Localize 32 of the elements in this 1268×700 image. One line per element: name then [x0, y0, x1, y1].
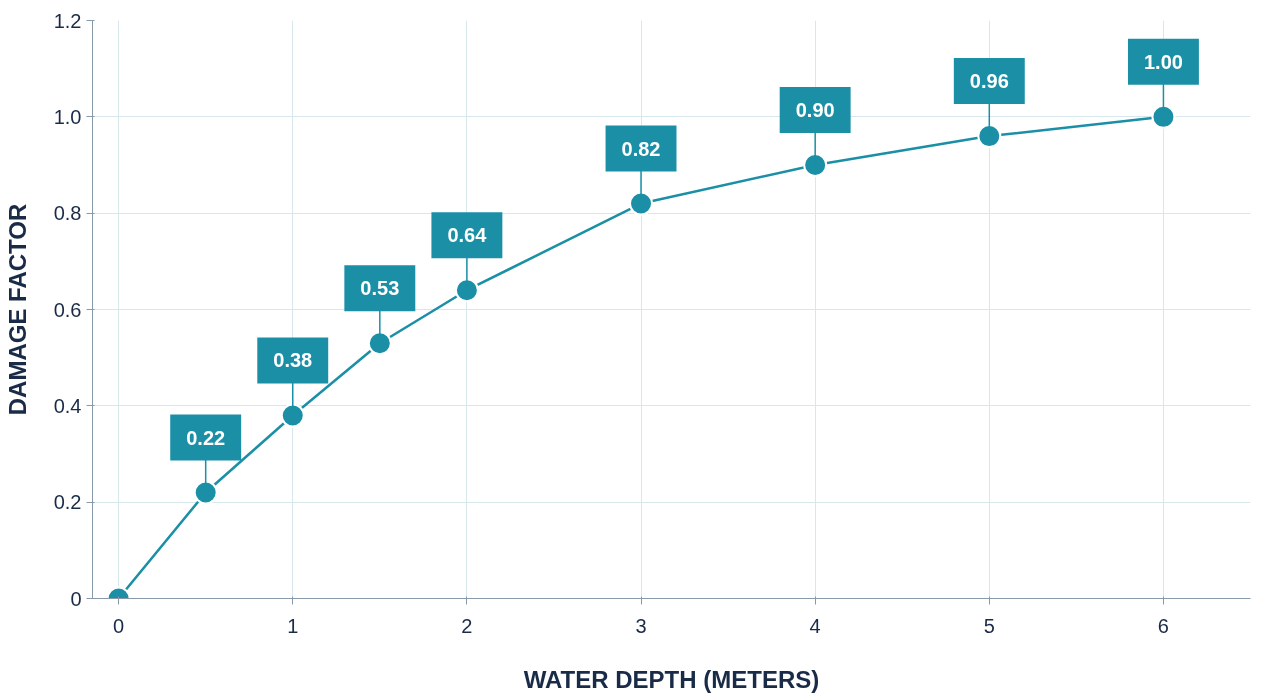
point — [454, 278, 479, 303]
point — [1151, 104, 1176, 129]
data-label: 1.00 — [1143, 50, 1183, 73]
x-tick-label: 0 — [113, 614, 125, 637]
y-tick-label: 1.2 — [53, 9, 82, 32]
x-tick-label: 3 — [635, 614, 647, 637]
data-label: 0.90 — [795, 99, 835, 121]
point — [367, 331, 392, 356]
data-label: 0.96 — [969, 70, 1009, 93]
x-tick-label: 6 — [1157, 614, 1169, 637]
x-tick-label: 5 — [983, 614, 995, 637]
y-tick-label: 0.6 — [53, 298, 82, 321]
y-tick-label: 0.4 — [53, 394, 82, 417]
y-tick-label: 0 — [70, 587, 82, 610]
data-label: 0.38 — [273, 349, 313, 372]
x-tick-label: 2 — [461, 614, 473, 637]
y-tick-label: 1.0 — [53, 105, 82, 128]
point — [193, 480, 218, 505]
point — [629, 191, 654, 216]
y-tick-label: 0.2 — [53, 491, 82, 514]
point — [280, 403, 305, 428]
x-tick-label: 1 — [287, 614, 299, 637]
point — [977, 124, 1002, 149]
x-axis-title: WATER DEPTH (METERS) — [523, 665, 820, 693]
x-tick-label: 4 — [809, 614, 821, 637]
data-label: 0.64 — [447, 224, 488, 247]
point — [803, 153, 828, 177]
y-axis-title: DAMAGE FACTOR — [3, 203, 31, 416]
data-label: 0.82 — [621, 137, 661, 160]
data-label: 0.22 — [186, 426, 226, 449]
y-tick-label: 0.8 — [53, 202, 82, 225]
data-label: 0.53 — [360, 277, 400, 300]
